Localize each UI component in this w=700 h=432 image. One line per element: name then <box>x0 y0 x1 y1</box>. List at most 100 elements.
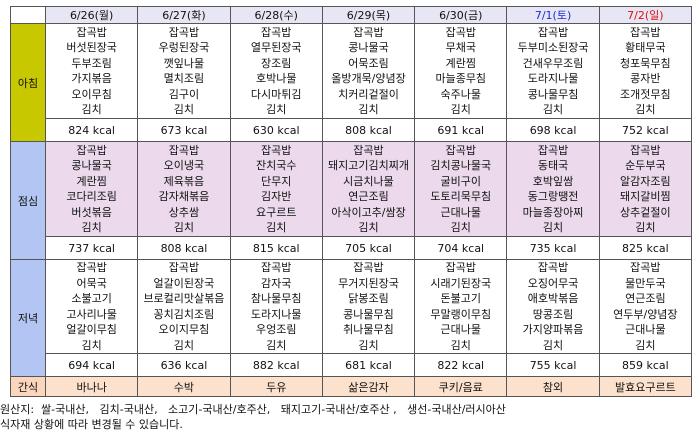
menu-cell: 잡곡밥 콩나물국 어묵조림 올방개묵/양념장 치커리겉절이 김치 <box>321 23 416 119</box>
dinner-kcal-row: 694 kcal 636 kcal 882 kcal 681 kcal 822 kcal… <box>11 353 693 377</box>
dish: 김치 <box>635 338 656 352</box>
menu-cell: 잡곡밥 오이냉국 제육볶음 감자채볶음 상추쌈 김치 <box>137 141 231 237</box>
menu-cell: 잡곡밥 잔치국수 단무지 김자반 요구르트 김치 <box>229 141 323 237</box>
dish: 상추겉절이 <box>620 205 671 219</box>
menu-cell: 잡곡밥 감자국 참나물무침 도라지나물 우엉조림 김치 <box>229 259 323 354</box>
dish: 물만두국 <box>625 276 666 290</box>
snack-cell: 발효요구르트 <box>598 376 693 397</box>
snack-cell: 삶은감자 <box>321 376 416 397</box>
dish: 가지양파볶음 <box>522 323 584 336</box>
kcal-cell: 737 kcal <box>44 236 139 260</box>
dish: 잡곡밥 <box>537 261 569 274</box>
dish: 요구르트 <box>255 205 297 219</box>
dish: 무말랭이무침 <box>430 307 492 321</box>
kcal-cell: 815 kcal <box>229 236 323 260</box>
dish: 김치 <box>635 221 656 234</box>
dish: 김치 <box>81 221 102 234</box>
kcal-cell: 705 kcal <box>321 236 416 260</box>
dish: 마늘종무침 <box>435 72 487 85</box>
kcal-cell: 825 kcal <box>598 236 693 260</box>
dish: 콩자반 <box>630 72 661 85</box>
dish: 잡곡밥 <box>76 261 107 274</box>
kcal-cell: 636 kcal <box>137 353 231 377</box>
dish: 조개젓무침 <box>620 87 671 101</box>
dish: 잡곡밥 <box>168 261 200 274</box>
dish: 애호박볶음 <box>527 292 579 305</box>
dish: 김치 <box>81 103 102 116</box>
dish: 잡곡밥 <box>630 143 661 157</box>
dish: 참나물무침 <box>250 292 302 305</box>
kcal-cell: 630 kcal <box>229 118 323 142</box>
kcal-cell: 691 kcal <box>414 118 508 142</box>
dish: 김구이 <box>168 87 200 101</box>
dish: 김치 <box>173 103 195 116</box>
dish: 근대나물 <box>440 205 481 219</box>
dish: 잡곡밥 <box>261 25 292 39</box>
dish: 무채국 <box>445 41 476 54</box>
day-header: 6/28(수) <box>229 6 323 24</box>
dish: 굴비구이 <box>440 174 481 188</box>
dish: 콩나물무침 <box>343 307 394 321</box>
dish: 김치 <box>450 103 471 116</box>
dish: 잡곡밥 <box>630 25 661 39</box>
menu-cell: 잡곡밥 동태국 호박잎쌈 동그랑땡전 마늘종장아찌 김치 <box>506 141 600 237</box>
dish: 연근조림 <box>625 292 666 305</box>
dish: 잡곡밥 <box>353 143 384 157</box>
dish: 연근조림 <box>348 190 389 203</box>
dish: 치커리겉절이 <box>338 87 399 101</box>
menu-cell: 잡곡밥 콩나물국 계란찜 코다리조림 버섯볶음 김치 <box>44 141 139 237</box>
dish: 시래기된장국 <box>430 276 492 290</box>
dish: 호박나물 <box>255 72 297 85</box>
dish: 무거지된장국 <box>338 276 399 290</box>
dish: 오이무침 <box>71 87 112 101</box>
lunch-menu-row: 점심 잡곡밥 콩나물국 계란찜 코다리조림 버섯볶음 김치 잡곡밥 오이냉국 제육볶음 감자채볶음 상… <box>10 141 693 260</box>
dish: 우렁된장국 <box>158 41 210 54</box>
dish: 가지볶음 <box>71 72 112 85</box>
dish: 잡곡밥 <box>261 261 292 274</box>
dish: 김치 <box>450 221 471 234</box>
dish: 버섯볶음 <box>71 205 112 219</box>
menu-cell: 잡곡밥 김치콩나물국 굴비구이 도토리묵무침 근대나물 김치 <box>414 141 508 237</box>
snack-cell: 수박 <box>137 376 231 397</box>
dish: 단무지 <box>261 174 292 188</box>
dish: 김자반 <box>261 190 292 203</box>
dish: 돼지고기김치찌개 <box>328 159 409 172</box>
menu-cell: 잡곡밥 어묵국 소불고기 고사리나물 얼갈이무침 김치 <box>44 259 139 354</box>
dish: 두부미소된장국 <box>517 41 589 54</box>
day-header: 7/1(토) <box>506 6 600 24</box>
menu-cell: 잡곡밥 순두부국 알감자조림 돼지갈비찜 상추겉절이 김치 <box>598 141 693 237</box>
kcal-cell: 704 kcal <box>414 236 508 260</box>
dish: 김치 <box>81 338 102 352</box>
kcal-cell: 808 kcal <box>137 236 231 260</box>
dish: 감자채볶음 <box>158 190 210 203</box>
menu-cell: 잡곡밥 얼갈이된장국 브로컬리맛살볶음 꽁치김치조림 오이지무침 김치 <box>137 259 231 354</box>
dish: 계란찜 <box>76 174 107 188</box>
kcal-cell: 822 kcal <box>414 353 508 377</box>
dish: 돈불고기 <box>440 292 481 305</box>
dish: 어묵국 <box>76 276 107 290</box>
dish: 잡곡밥 <box>445 25 476 39</box>
dish: 근대나물 <box>625 323 666 336</box>
dish: 오이냉국 <box>163 159 205 172</box>
dish: 잡곡밥 <box>168 25 200 39</box>
dish: 동태국 <box>537 159 569 172</box>
dish: 잡곡밥 <box>445 143 476 157</box>
menu-cell: 잡곡밥 두부미소된장국 건새우무조림 도라지나물 콩나물무침 김치 <box>506 23 600 119</box>
dish: 김치 <box>542 221 564 234</box>
lunch-kcal-row: 737 kcal 808 kcal 815 kcal 705 kcal 704 kcal… <box>11 236 693 260</box>
dinner-menu-row: 저녁 잡곡밥 어묵국 소불고기 고사리나물 얼갈이무침 김치 잡곡밥 얼갈이된장국 브로컬리맛살볶… <box>10 259 693 377</box>
menu-cell: 잡곡밥 버섯된장국 두부조림 가지볶음 오이무침 김치 <box>44 23 139 119</box>
dish: 도라지나물 <box>527 72 579 85</box>
dish: 숙주나물 <box>440 87 481 101</box>
dish: 잡곡밥 <box>353 25 384 39</box>
kcal-cell: 808 kcal <box>321 118 416 142</box>
dish: 김치 <box>358 103 379 116</box>
dish: 김치 <box>542 103 564 116</box>
dish: 잡곡밥 <box>261 143 292 157</box>
dish: 청포묵무침 <box>620 56 671 70</box>
dish: 김치 <box>635 103 656 116</box>
dish: 김치 <box>358 338 379 352</box>
snack-cell: 참외 <box>506 376 600 397</box>
dish: 땅콩조림 <box>532 307 574 321</box>
kcal-cell: 859 kcal <box>598 353 693 377</box>
